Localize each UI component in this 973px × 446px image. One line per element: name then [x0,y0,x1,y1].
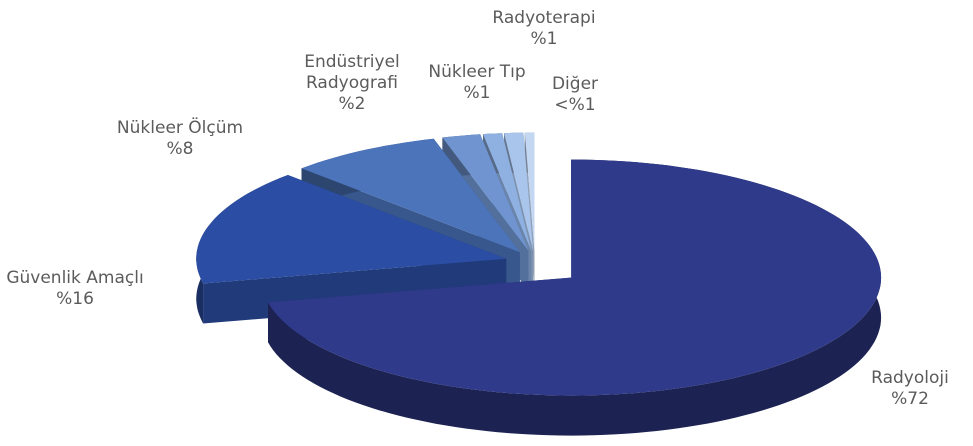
category-label: Nükleer Tıp [428,62,526,82]
value-label: %8 [166,139,194,159]
slice [301,138,520,253]
slice-label: Radyoloji %72 [871,368,949,410]
slice [196,175,507,284]
category-label: Güvenlik Amaçlı [6,268,144,288]
value-label: %1 [463,83,491,103]
category-label: Endüstriyel Radyografi [304,52,400,93]
slice-label: Nükleer Ölçüm %8 [117,118,243,160]
slice-label: Radyoterapi %1 [492,8,595,50]
slice [483,133,532,251]
slice-label: Diğer <%1 [552,74,598,116]
slice [524,132,535,251]
value-label: %2 [338,94,366,114]
slice [442,134,529,251]
category-label: Radyoterapi [492,8,596,28]
value-label: %1 [530,29,558,49]
value-label: %72 [891,389,929,409]
category-label: Radyoloji [871,368,949,388]
slice [504,132,534,251]
value-label: %16 [56,289,94,309]
slice-label: Nükleer Tıp %1 [428,62,525,104]
category-label: Nükleer Ölçüm [116,118,244,138]
slice [268,159,882,396]
value-label: <%1 [554,95,596,115]
slice-label: Güvenlik Amaçlı %16 [6,268,143,310]
slice-label: Endüstriyel Radyografi %2 [297,52,407,115]
category-label: Diğer [551,74,599,94]
